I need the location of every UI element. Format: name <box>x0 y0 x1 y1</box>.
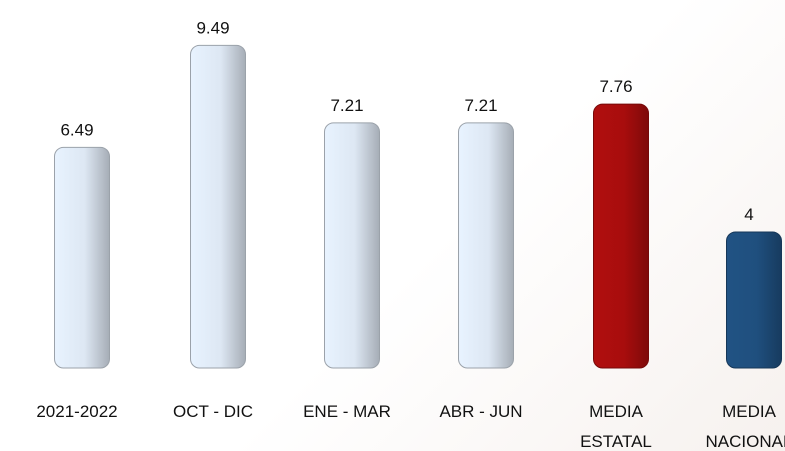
x-tick-label: 2021-2022 <box>36 402 118 421</box>
x-tick-label: ABR - JUN <box>439 402 523 421</box>
value-label: 7.21 <box>330 96 363 115</box>
x-tick-label: MEDIA ESTATAL <box>580 402 652 451</box>
value-label: 7.76 <box>599 77 632 96</box>
bar <box>726 231 782 369</box>
value-label: 7.21 <box>464 96 497 115</box>
bar <box>458 122 514 369</box>
value-label: 9.49 <box>196 18 229 37</box>
x-tick-label: OCT - DIC <box>173 402 253 421</box>
bar <box>54 146 110 369</box>
value-label: 4 <box>744 205 753 224</box>
bar <box>593 103 649 369</box>
x-tick-label: MEDIA NACIONAL <box>705 402 785 451</box>
value-label: 6.49 <box>60 120 93 139</box>
bar <box>324 122 380 369</box>
bar <box>190 44 246 369</box>
x-tick-label: ENE - MAR <box>303 402 391 421</box>
